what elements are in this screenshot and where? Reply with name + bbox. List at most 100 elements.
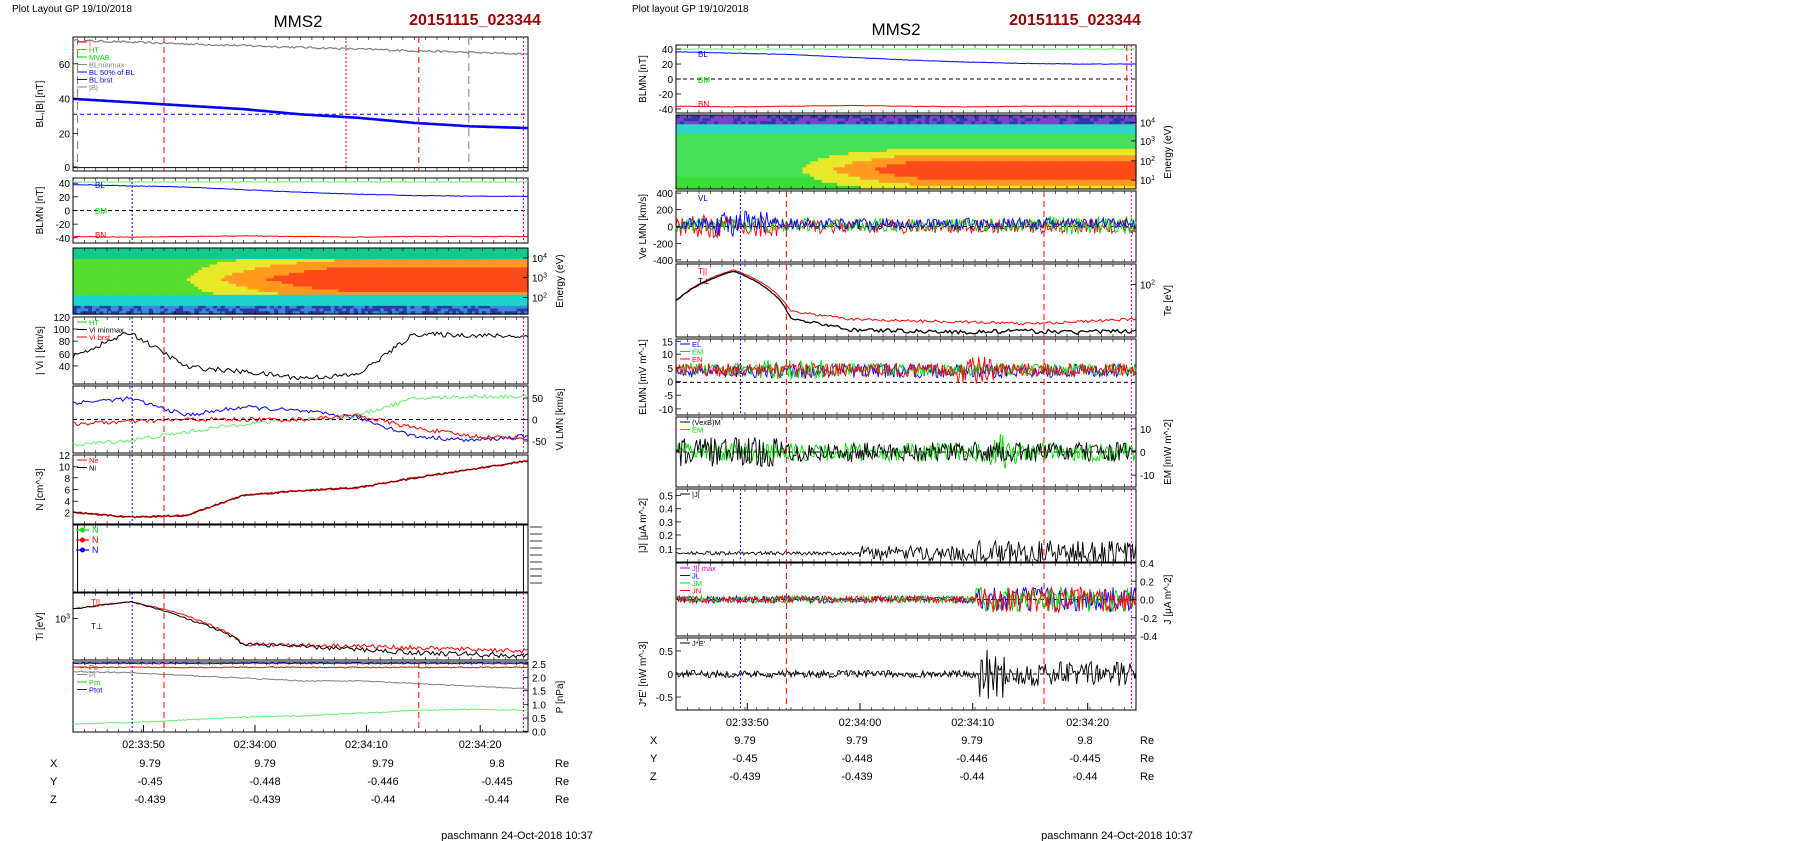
spectrogram-cell xyxy=(368,286,374,290)
spectrogram-cell xyxy=(718,170,723,175)
spectrogram-cell xyxy=(414,303,419,307)
spectrogram-cell xyxy=(810,185,815,190)
spectrogram-cell xyxy=(296,250,302,255)
spectrogram-cell xyxy=(840,173,846,178)
spectrogram-cell xyxy=(493,264,499,268)
spectrogram-cell xyxy=(353,308,358,312)
spectrogram-cell xyxy=(421,300,427,304)
spectrogram-cell xyxy=(440,308,446,312)
spectrogram-cell xyxy=(277,303,283,307)
spectrogram-cell xyxy=(702,145,708,150)
spectrogram-cell xyxy=(509,270,514,274)
spectrogram-cell xyxy=(748,118,754,122)
spectrogram-cell xyxy=(474,292,480,296)
spectrogram-cell xyxy=(300,272,305,277)
spectrogram-cell xyxy=(110,281,116,285)
spectrogram-cell xyxy=(270,283,275,288)
spectrogram-cell xyxy=(756,158,761,162)
spectrogram-cell xyxy=(167,281,173,285)
spectrogram-cell xyxy=(289,303,294,307)
spectrogram-cell xyxy=(440,294,446,299)
spectrogram-cell xyxy=(383,281,389,285)
spectrogram-cell xyxy=(76,281,82,285)
spectrogram-cell xyxy=(729,155,735,159)
spectrogram-cell xyxy=(300,286,305,290)
spectrogram-cell xyxy=(148,292,154,296)
spectrogram-cell xyxy=(787,142,792,147)
spectrogram-cell xyxy=(806,170,811,175)
spectrogram-cell xyxy=(433,308,438,312)
spectrogram-cell xyxy=(156,259,161,263)
spectrogram-cell xyxy=(342,297,347,301)
spectrogram-cell xyxy=(224,303,230,307)
spectrogram-cell xyxy=(725,167,731,172)
spectrogram-cell xyxy=(779,118,784,122)
spectrogram-cell xyxy=(349,289,355,293)
spectrogram-cell xyxy=(478,259,484,263)
spectrogram-cell xyxy=(490,275,495,279)
spectrogram-cell xyxy=(80,250,85,255)
spectrogram-cell xyxy=(236,250,241,255)
spectrogram-cell xyxy=(691,124,696,128)
spectrogram-cell xyxy=(699,152,704,156)
spectrogram-cell xyxy=(760,152,765,156)
spectrogram-cell xyxy=(509,248,514,252)
orbit-row-label: Z xyxy=(50,794,57,806)
spectrogram-cell xyxy=(802,124,807,128)
spectrogram-cell xyxy=(304,286,309,290)
spectrogram-cell xyxy=(190,303,195,307)
spectrogram-cell xyxy=(217,286,222,290)
spectrogram-cell xyxy=(92,305,97,310)
spectrogram-cell xyxy=(779,124,784,128)
spectrogram-cell xyxy=(190,297,195,301)
spectrogram-cell xyxy=(840,124,846,128)
legend-entry: |B| xyxy=(89,83,98,92)
spectrogram-cell xyxy=(308,275,313,279)
spectrogram-cell xyxy=(368,308,374,312)
spectrogram-cell xyxy=(243,259,248,263)
spectrogram-cell xyxy=(289,270,294,274)
spectrogram-cell xyxy=(497,303,503,307)
event-title: 20151115_023344 xyxy=(1009,12,1141,29)
spectrogram-cell xyxy=(752,115,758,119)
spectrogram-cell xyxy=(679,142,685,147)
spectrogram-cell xyxy=(145,253,150,257)
spectrogram-cell xyxy=(410,308,415,312)
spectrogram-cell xyxy=(710,152,715,156)
spectrogram-cell xyxy=(346,297,351,301)
spectrogram-cell xyxy=(798,170,804,175)
spectrogram-cell xyxy=(319,281,324,285)
spectrogram-cell xyxy=(236,311,241,315)
spectrogram-cell xyxy=(183,283,188,288)
spectrogram-cell xyxy=(236,275,241,279)
spectrogram-cell xyxy=(395,311,400,315)
spectrogram-cell xyxy=(837,124,842,128)
spectrogram-cell xyxy=(175,294,180,299)
spectrogram-cell xyxy=(186,261,192,266)
spectrogram-cell xyxy=(524,272,529,277)
spectrogram-cell xyxy=(421,272,427,277)
spectrogram-cell xyxy=(183,297,188,301)
spectrogram-cell xyxy=(133,281,139,285)
spectrogram-cell xyxy=(171,308,176,312)
orbit-unit: Re xyxy=(555,758,569,770)
spectrogram-cell xyxy=(198,272,203,277)
orbit-unit: Re xyxy=(555,776,569,788)
spectrogram-cell xyxy=(729,152,735,156)
spectrogram-cell xyxy=(482,303,487,307)
spectrogram-cell xyxy=(183,253,188,257)
spectrogram-cell xyxy=(213,270,218,274)
spectrogram-cell xyxy=(679,161,685,165)
spectrogram-cell xyxy=(338,308,343,312)
spectrogram-cell xyxy=(133,308,139,312)
spectrogram-cell xyxy=(220,308,226,312)
spectrogram-cell xyxy=(383,253,389,257)
spectrogram-cell xyxy=(783,145,788,150)
spectrogram-cell xyxy=(164,256,169,260)
spectrogram-cell xyxy=(114,248,120,252)
spectrogram-cell xyxy=(357,267,362,271)
spectrogram-cell xyxy=(756,124,761,128)
spectrogram-cell xyxy=(490,294,495,299)
spectrogram-cell xyxy=(679,155,685,159)
spectrogram-cell xyxy=(817,182,823,187)
